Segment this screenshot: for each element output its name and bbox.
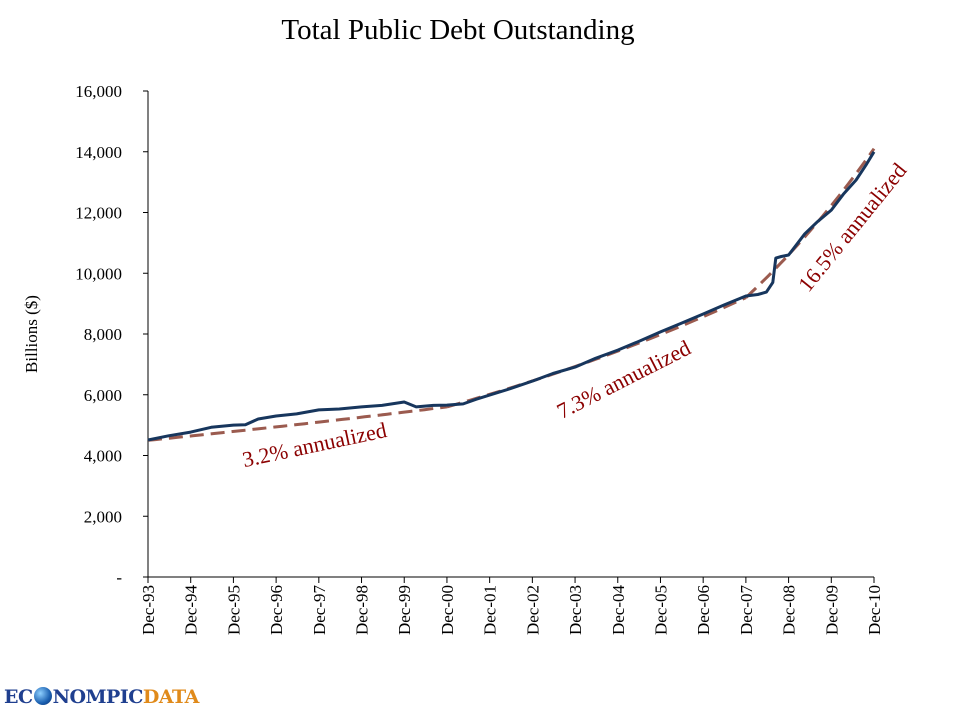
x-tick-label: Dec-94 <box>182 585 201 636</box>
x-tick-label: Dec-02 <box>523 585 542 635</box>
x-tick-label: Dec-97 <box>310 585 329 636</box>
x-tick-label: Dec-98 <box>353 585 372 635</box>
y-tick-label: 6,000 <box>84 386 122 405</box>
x-tick-label: Dec-00 <box>438 585 457 635</box>
y-tick-label: 10,000 <box>75 264 122 283</box>
y-tick-label: 4,000 <box>84 447 122 466</box>
x-tick-label: Dec-08 <box>780 585 799 635</box>
x-tick-label: Dec-05 <box>651 585 670 635</box>
x-tick-label: Dec-95 <box>224 585 243 635</box>
economicdata-logo: EC NOMPICDATA <box>4 686 199 708</box>
x-tick-label: Dec-04 <box>609 585 628 636</box>
x-tick-label: Dec-93 <box>139 585 158 635</box>
y-tick-label: - <box>116 568 122 587</box>
y-axis-label: Billions ($) <box>22 295 41 373</box>
x-tick-label: Dec-06 <box>694 585 713 635</box>
y-tick-label: 2,000 <box>84 507 122 526</box>
globe-icon <box>33 687 52 705</box>
trend-annotation: 3.2% annualized <box>240 417 389 472</box>
y-tick-label: 16,000 <box>75 82 122 101</box>
x-tick-label: Dec-03 <box>566 585 585 635</box>
y-tick-label: 8,000 <box>84 325 122 344</box>
trend-line-1 <box>147 405 448 442</box>
x-tick-label: Dec-01 <box>481 585 500 635</box>
y-tick-label: 14,000 <box>75 143 122 162</box>
chart-title: Total Public Debt Outstanding <box>281 14 635 46</box>
debt-series-line <box>147 151 876 442</box>
x-tick-label: Dec-09 <box>822 585 841 635</box>
x-tick-label: Dec-96 <box>267 585 286 635</box>
x-tick-label: Dec-99 <box>395 585 414 635</box>
y-tick-label: 12,000 <box>75 204 122 223</box>
x-tick-label: Dec-10 <box>865 585 884 635</box>
x-tick-label: Dec-07 <box>737 585 756 636</box>
